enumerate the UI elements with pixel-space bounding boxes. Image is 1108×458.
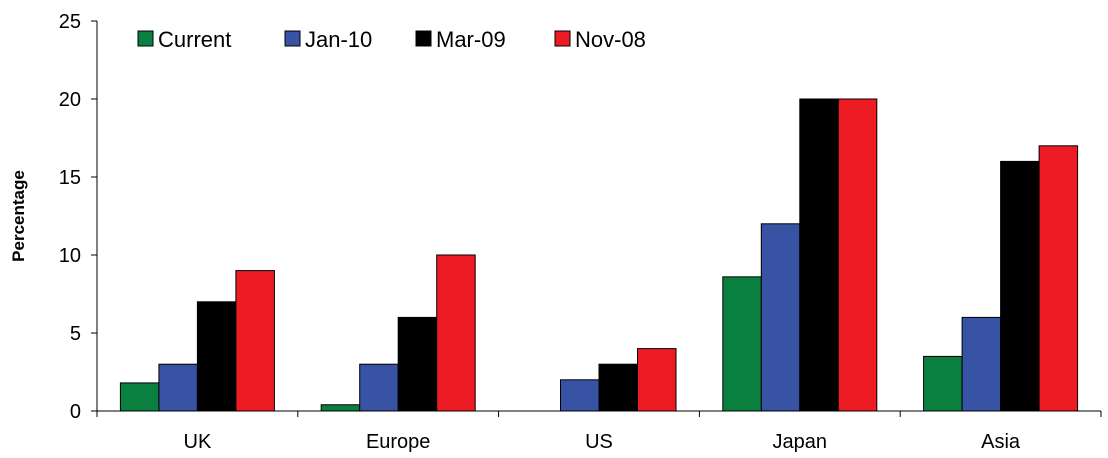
legend-swatch bbox=[137, 30, 154, 47]
bar-nov-08-uk bbox=[235, 270, 275, 412]
y-tick-label: 20 bbox=[59, 89, 81, 111]
x-tick-label: US bbox=[585, 431, 613, 453]
bar-mar-09-uk bbox=[196, 301, 237, 412]
y-tick-label: 5 bbox=[70, 323, 81, 345]
y-ticks: 0 5 10 15 20 25 bbox=[59, 11, 97, 423]
legend-swatch bbox=[415, 30, 432, 47]
legend-label: Mar-09 bbox=[436, 27, 506, 52]
bar-mar-09-europe bbox=[397, 316, 438, 412]
bar-nov-08-japan bbox=[837, 98, 878, 412]
bar-current-japan bbox=[722, 276, 762, 412]
legend-label: Nov-08 bbox=[575, 27, 646, 52]
y-axis-label: Percentage bbox=[9, 170, 28, 262]
legend: Current Jan-10 Mar-09 Nov-08 bbox=[137, 27, 646, 52]
y-tick-label: 15 bbox=[59, 167, 81, 189]
bar-mar-09-us bbox=[598, 363, 638, 412]
legend-swatch bbox=[284, 30, 301, 47]
bar-current-uk bbox=[119, 382, 160, 412]
bar-nov-08-asia bbox=[1038, 145, 1079, 412]
bar-mar-09-japan bbox=[799, 98, 839, 412]
y-tick-label: 10 bbox=[59, 245, 81, 267]
bar-current-asia bbox=[923, 355, 963, 412]
bar-jan-10-europe bbox=[359, 363, 399, 412]
bar-mar-09-asia bbox=[1000, 160, 1040, 412]
x-tick-label: Europe bbox=[366, 431, 431, 453]
x-tick-label: Asia bbox=[981, 431, 1021, 453]
legend-label: Jan-10 bbox=[305, 27, 372, 52]
bar-jan-10-us bbox=[560, 379, 600, 412]
x-tick-label: UK bbox=[184, 431, 212, 453]
legend-label: Current bbox=[158, 27, 231, 52]
bar-jan-10-japan bbox=[760, 223, 801, 412]
bar-current-europe bbox=[320, 404, 361, 412]
bar-nov-08-europe bbox=[436, 254, 476, 412]
legend-swatch bbox=[554, 30, 571, 47]
x-tick-label: Japan bbox=[773, 431, 828, 453]
x-ticks: UK Europe US Japan Asia bbox=[96, 411, 1102, 453]
y-tick-label: 0 bbox=[70, 401, 81, 423]
bar-jan-10-uk bbox=[158, 363, 198, 412]
bars bbox=[119, 98, 1079, 412]
bar-jan-10-asia bbox=[961, 316, 1002, 412]
bar-nov-08-us bbox=[637, 348, 677, 412]
y-tick-label: 25 bbox=[59, 11, 81, 33]
